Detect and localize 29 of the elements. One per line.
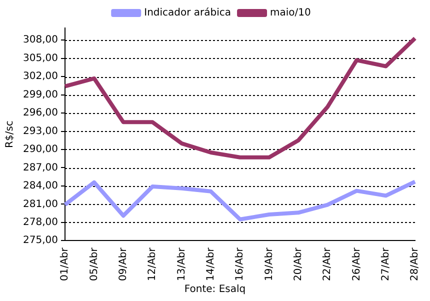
x-tick-label: 16/Abr — [234, 246, 246, 282]
y-tick-label: 299,00 — [22, 89, 58, 100]
x-tick-label: 12/Abr — [147, 246, 158, 282]
y-tick-label: 302,00 — [22, 71, 58, 82]
y-tick-label: 284,00 — [22, 180, 58, 192]
x-tick-label: 28/Abr — [410, 246, 421, 282]
x-tick-label: 22/Abr — [322, 246, 334, 282]
y-tick-label: 278,00 — [22, 216, 58, 228]
legend-label: Indicador arábica — [144, 8, 232, 19]
y-tick-label: 308,00 — [22, 34, 58, 46]
legend-label: maio/10 — [270, 8, 311, 19]
y-tick-label: 296,00 — [22, 108, 58, 119]
x-tick-label: 09/Abr — [118, 246, 129, 282]
y-tick-label: 275,00 — [22, 235, 58, 246]
source-note: Fonte: Esalq — [183, 284, 247, 295]
y-tick-label: 290,00 — [22, 144, 58, 156]
y-tick-label: 293,00 — [22, 126, 58, 137]
x-tick-label: 05/Abr — [88, 246, 100, 282]
x-tick-label: 26/Abr — [351, 246, 362, 282]
y-tick-label: 305,00 — [22, 52, 58, 64]
y-axis-title: R$/sc — [4, 120, 16, 148]
x-tick-label: 27/Abr — [380, 246, 392, 282]
x-tick-label: 13/Abr — [176, 246, 188, 282]
y-tick-label: 287,00 — [22, 162, 58, 174]
x-tick-label: 20/Abr — [292, 246, 304, 282]
y-tick-label: 281,00 — [22, 198, 58, 210]
x-tick-label: 14/Abr — [205, 246, 216, 282]
x-tick-label: 01/Abr — [60, 246, 71, 282]
x-tick-label: 19/Abr — [264, 246, 275, 282]
